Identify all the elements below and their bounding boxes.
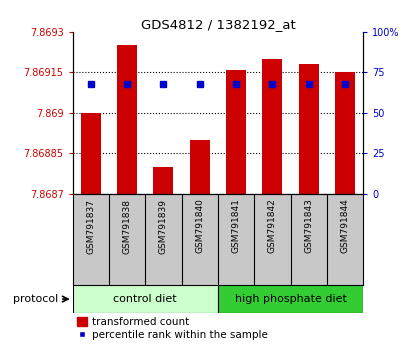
Legend: transformed count, percentile rank within the sample: transformed count, percentile rank withi… bbox=[73, 313, 273, 344]
Text: GSM791840: GSM791840 bbox=[195, 199, 204, 253]
Bar bbox=[262, 59, 282, 194]
Bar bbox=[299, 64, 319, 194]
Text: GSM791841: GSM791841 bbox=[232, 199, 241, 253]
Bar bbox=[335, 72, 355, 194]
Text: GSM791842: GSM791842 bbox=[268, 199, 277, 253]
Bar bbox=[226, 70, 246, 194]
Text: GSM791839: GSM791839 bbox=[159, 199, 168, 253]
Text: high phosphate diet: high phosphate diet bbox=[234, 294, 347, 304]
Bar bbox=[81, 113, 101, 194]
Text: GSM791837: GSM791837 bbox=[86, 199, 95, 253]
Text: GSM791843: GSM791843 bbox=[304, 199, 313, 253]
Bar bbox=[117, 45, 137, 194]
Bar bbox=[73, 285, 218, 313]
Title: GDS4812 / 1382192_at: GDS4812 / 1382192_at bbox=[141, 18, 295, 31]
Bar bbox=[154, 167, 173, 194]
Text: control diet: control diet bbox=[113, 294, 177, 304]
Text: GSM791838: GSM791838 bbox=[122, 199, 132, 253]
Bar bbox=[190, 140, 210, 194]
Bar bbox=[218, 285, 363, 313]
Text: GSM791844: GSM791844 bbox=[340, 199, 349, 253]
Text: protocol: protocol bbox=[13, 294, 58, 304]
